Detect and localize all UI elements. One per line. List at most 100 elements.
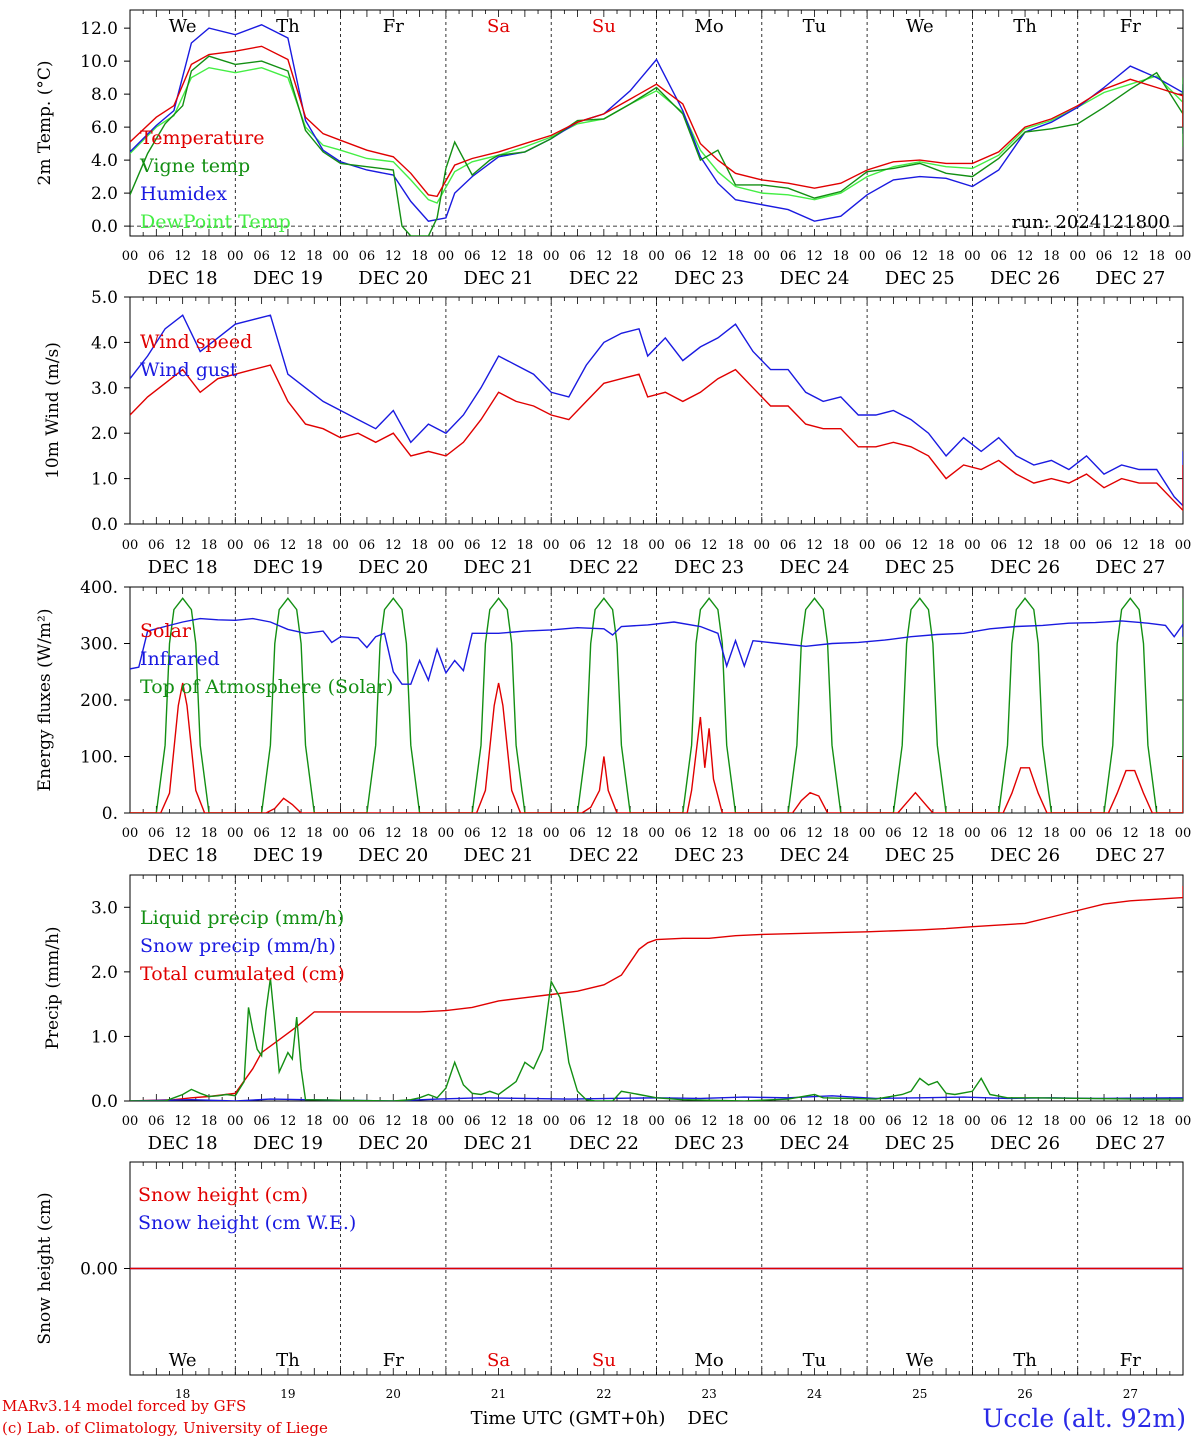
- hour-tick-label: 00: [1069, 826, 1086, 841]
- hour-tick-label: 00: [543, 826, 560, 841]
- date-label: DEC 18: [148, 845, 218, 866]
- y-tick-label: 0.: [102, 804, 118, 824]
- hour-tick-label: 00: [332, 826, 349, 841]
- weekday-label: Sa: [487, 16, 510, 37]
- legend-entry: Liquid precip (mm/h): [140, 907, 344, 929]
- weekday-label: We: [169, 16, 197, 37]
- hour-tick-label: 06: [464, 826, 481, 841]
- day-number-label: 27: [1123, 1387, 1138, 1401]
- y-tick-label: 2.0: [91, 963, 118, 983]
- hour-tick-label: 12: [490, 538, 507, 553]
- hour-tick-label: 00: [964, 826, 981, 841]
- weekday-label: Su: [592, 1350, 616, 1371]
- date-label: DEC 19: [253, 1133, 323, 1154]
- hour-tick-label: 12: [806, 538, 823, 553]
- weekday-label: Sa: [487, 1350, 510, 1371]
- legend-entry: Snow height (cm W.E.): [138, 1212, 356, 1234]
- weekday-label: Mo: [695, 1350, 724, 1371]
- hour-tick-label: 12: [701, 538, 718, 553]
- y-tick-label: 4.0: [91, 151, 118, 171]
- date-label: DEC 27: [1095, 845, 1165, 866]
- legend-entry: DewPoint Temp: [140, 211, 291, 233]
- weekday-label: Fr: [383, 1350, 404, 1371]
- hour-tick-label: 12: [174, 538, 191, 553]
- hour-tick-label: 06: [569, 538, 586, 553]
- date-label: DEC 20: [358, 1133, 428, 1154]
- weekday-label: Fr: [1120, 1350, 1141, 1371]
- series-line-vigne-temp: [130, 55, 1183, 236]
- hour-tick-label: 06: [675, 1114, 692, 1129]
- model-credit: MARv3.14 model forced by GFS: [2, 1397, 247, 1415]
- hour-tick-label: 00: [438, 826, 455, 841]
- hour-tick-label: 00: [438, 538, 455, 553]
- hour-tick-label: 12: [490, 1114, 507, 1129]
- hour-tick-label: 06: [569, 249, 586, 264]
- hour-tick-label: 12: [174, 826, 191, 841]
- hour-tick-label: 00: [859, 538, 876, 553]
- day-number-label: 20: [386, 1387, 401, 1401]
- legend-entry: Snow precip (mm/h): [140, 935, 336, 957]
- hour-tick-label: 00: [964, 249, 981, 264]
- hour-tick-label: 12: [385, 1114, 402, 1129]
- date-label: DEC 21: [464, 1133, 534, 1154]
- y-axis-label: Precip (mm/h): [43, 926, 63, 1049]
- hour-tick-label: 06: [253, 826, 270, 841]
- hour-tick-label: 00: [859, 1114, 876, 1129]
- day-number-label: 22: [596, 1387, 611, 1401]
- hour-tick-label: 06: [885, 538, 902, 553]
- y-tick-label: 3.0: [91, 379, 118, 399]
- date-label: DEC 20: [358, 845, 428, 866]
- hour-tick-label: 06: [359, 538, 376, 553]
- hour-tick-label: 12: [385, 249, 402, 264]
- weekday-label: Tu: [803, 16, 827, 37]
- date-label: DEC 27: [1095, 557, 1165, 578]
- hour-tick-label: 18: [938, 538, 955, 553]
- hour-tick-label: 00: [1069, 249, 1086, 264]
- hour-tick-label: 12: [701, 249, 718, 264]
- date-label: DEC 21: [464, 845, 534, 866]
- hour-tick-label: 00: [648, 249, 665, 264]
- hour-tick-label: 00: [543, 249, 560, 264]
- hour-tick-label: 18: [411, 249, 428, 264]
- hour-tick-label: 12: [280, 249, 297, 264]
- hour-tick-label: 06: [253, 538, 270, 553]
- hour-tick-label: 00: [754, 826, 771, 841]
- hour-tick-label: 06: [780, 249, 797, 264]
- hour-tick-label: 00: [859, 826, 876, 841]
- x-axis-unit: DEC: [687, 1408, 728, 1429]
- hour-tick-label: 18: [517, 1114, 534, 1129]
- hour-tick-label: 12: [806, 1114, 823, 1129]
- location-label: Uccle (alt. 92m): [982, 1404, 1186, 1433]
- date-label: DEC 26: [990, 557, 1060, 578]
- hour-tick-label: 12: [911, 249, 928, 264]
- date-label: DEC 18: [148, 557, 218, 578]
- y-tick-label: 0.0: [91, 1092, 118, 1112]
- hour-tick-label: 18: [306, 1114, 323, 1129]
- hour-tick-label: 18: [306, 249, 323, 264]
- y-tick-label: 10.0: [80, 52, 118, 72]
- y-tick-label: 200.: [80, 691, 118, 711]
- legend-entry: Vigne temp: [139, 155, 250, 177]
- y-tick-label: 3.0: [91, 898, 118, 918]
- hour-tick-label: 18: [938, 1114, 955, 1129]
- hour-tick-label: 06: [675, 826, 692, 841]
- hour-tick-label: 06: [464, 1114, 481, 1129]
- hour-tick-label: 12: [490, 249, 507, 264]
- hour-tick-label: 00: [648, 826, 665, 841]
- day-number-label: 23: [702, 1387, 717, 1401]
- hour-tick-label: 06: [464, 538, 481, 553]
- y-axis-label: 10m Wind (m/s): [43, 342, 63, 479]
- date-label: DEC 27: [1095, 1133, 1165, 1154]
- hour-tick-label: 00: [332, 249, 349, 264]
- hour-tick-label: 12: [1122, 538, 1139, 553]
- hour-tick-label: 12: [806, 249, 823, 264]
- hour-tick-label: 00: [438, 249, 455, 264]
- y-tick-label: 1.0: [91, 1027, 118, 1047]
- hour-tick-label: 06: [990, 249, 1007, 264]
- hour-tick-label: 18: [727, 249, 744, 264]
- legend-entry: Temperature: [140, 127, 264, 149]
- series-line-total-cumulated-cm-: [130, 886, 1183, 1101]
- hour-tick-label: 06: [885, 1114, 902, 1129]
- hour-tick-label: 12: [280, 1114, 297, 1129]
- day-number-label: 18: [175, 1387, 190, 1401]
